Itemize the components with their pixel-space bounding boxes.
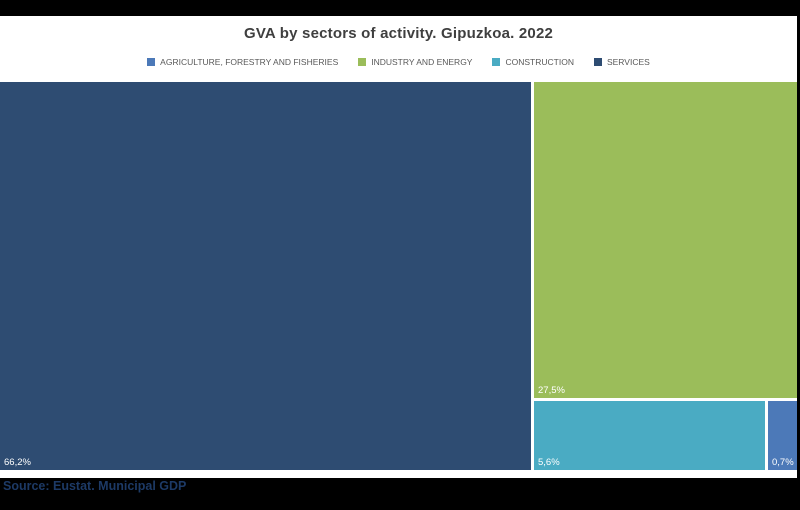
treemap-cell-services[interactable]: 66,2% bbox=[0, 82, 531, 470]
legend-label-services: SERVICES bbox=[606, 57, 650, 67]
treemap-cell-construction-value: 5,6% bbox=[538, 457, 560, 468]
treemap-cell-construction[interactable]: 5,6% bbox=[534, 401, 765, 470]
treemap-cell-agriculture[interactable]: 0,7% bbox=[768, 401, 797, 470]
legend-swatch-services bbox=[593, 58, 602, 66]
legend-label-agriculture: AGRICULTURE, FORESTRY AND FISHERIES bbox=[160, 57, 339, 67]
legend-item-construction[interactable]: CONSTRUCTION bbox=[492, 57, 574, 67]
treemap-cell-industry-and-energy[interactable]: 27,5% bbox=[534, 82, 797, 398]
legend-label-industry: INDUSTRY AND ENERGY bbox=[371, 57, 473, 67]
legend-item-services[interactable]: SERVICES bbox=[593, 57, 650, 67]
legend-label-construction: CONSTRUCTION bbox=[505, 57, 574, 67]
treemap-cell-services-value: 66,2% bbox=[4, 457, 31, 468]
treemap-cell-agriculture-value: 0,7% bbox=[772, 457, 794, 468]
chart-title: GVA by sectors of activity. Gipuzkoa. 20… bbox=[243, 25, 554, 42]
legend-swatch-agriculture bbox=[147, 58, 156, 66]
source-caption: Source: Eustat. Municipal GDP bbox=[3, 479, 187, 493]
legend-swatch-construction bbox=[492, 58, 501, 66]
legend: AGRICULTURE, FORESTRY AND FISHERIES INDU… bbox=[0, 57, 797, 67]
chart-canvas: GVA by sectors of activity. Gipuzkoa. 20… bbox=[0, 16, 797, 478]
legend-item-agriculture[interactable]: AGRICULTURE, FORESTRY AND FISHERIES bbox=[147, 57, 338, 67]
treemap-plot-area: 66,2% 27,5% 5,6% 0,7% bbox=[0, 82, 797, 470]
legend-swatch-industry bbox=[358, 58, 367, 66]
treemap-cell-industry-value: 27,5% bbox=[538, 385, 565, 396]
legend-item-industry[interactable]: INDUSTRY AND ENERGY bbox=[358, 57, 472, 67]
